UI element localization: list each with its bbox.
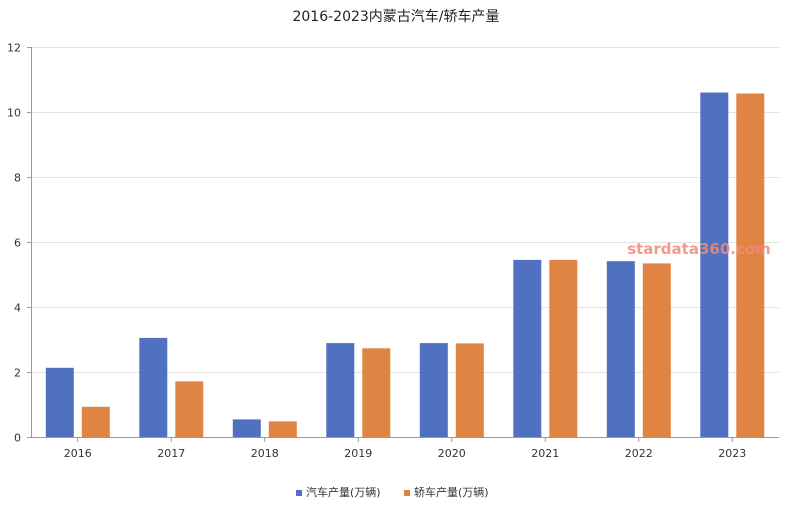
x-tick-label: 2022 — [625, 447, 653, 460]
y-tick-label: 0 — [14, 432, 21, 445]
bar-2022-series-1[interactable] — [606, 261, 635, 437]
bar-2018-series-2[interactable] — [268, 421, 297, 437]
bar-2018-series-1[interactable] — [232, 419, 261, 437]
x-tick-label: 2023 — [718, 447, 746, 460]
bar-2020-series-1[interactable] — [419, 343, 448, 437]
x-tick-label: 2021 — [531, 447, 559, 460]
legend-label: 轿车产量(万辆) — [414, 485, 489, 499]
bar-2019-series-2[interactable] — [362, 348, 391, 437]
legend-swatch — [296, 490, 302, 496]
bar-2016-series-2[interactable] — [81, 406, 110, 437]
x-tick-label: 2020 — [438, 447, 466, 460]
chart-title: 2016-2023内蒙古汽车/轿车产量 — [292, 8, 499, 25]
bar-2017-series-2[interactable] — [175, 381, 204, 437]
bar-2023-series-1[interactable] — [700, 92, 729, 438]
legend-item-series-2[interactable]: 轿车产量(万辆) — [404, 485, 489, 499]
bar-2022-series-2[interactable] — [642, 263, 671, 437]
bar-2016-series-1[interactable] — [45, 367, 74, 437]
bar-2021-series-2[interactable] — [549, 259, 578, 437]
bar-2019-series-1[interactable] — [326, 343, 355, 437]
bars — [45, 92, 765, 438]
y-tick-label: 10 — [7, 107, 21, 120]
y-tick-label: 8 — [14, 172, 21, 185]
bar-2017-series-1[interactable] — [139, 337, 168, 437]
legend[interactable]: 汽车产量(万辆) 轿车产量(万辆) — [296, 485, 489, 499]
y-tick-label: 2 — [14, 367, 21, 380]
bar-2023-series-2[interactable] — [736, 93, 765, 438]
legend-label: 汽车产量(万辆) — [306, 485, 381, 499]
x-tick-label: 2019 — [344, 447, 372, 460]
bar-2021-series-1[interactable] — [513, 259, 542, 437]
axes: 0 2 4 6 8 10 12 2016 2017 2018 2019 2020 2021 2022 202… — [7, 42, 779, 460]
bar-2020-series-2[interactable] — [455, 343, 484, 437]
y-tick-label: 4 — [14, 302, 21, 315]
x-tick-label: 2016 — [64, 447, 92, 460]
y-tick-label: 12 — [7, 42, 21, 55]
x-tick-label: 2017 — [157, 447, 185, 460]
x-tick-label: 2018 — [251, 447, 279, 460]
legend-item-series-1[interactable]: 汽车产量(万辆) — [296, 485, 381, 499]
watermark: stardata360.com — [627, 240, 771, 258]
y-tick-label: 6 — [14, 237, 21, 250]
legend-swatch — [404, 490, 410, 496]
